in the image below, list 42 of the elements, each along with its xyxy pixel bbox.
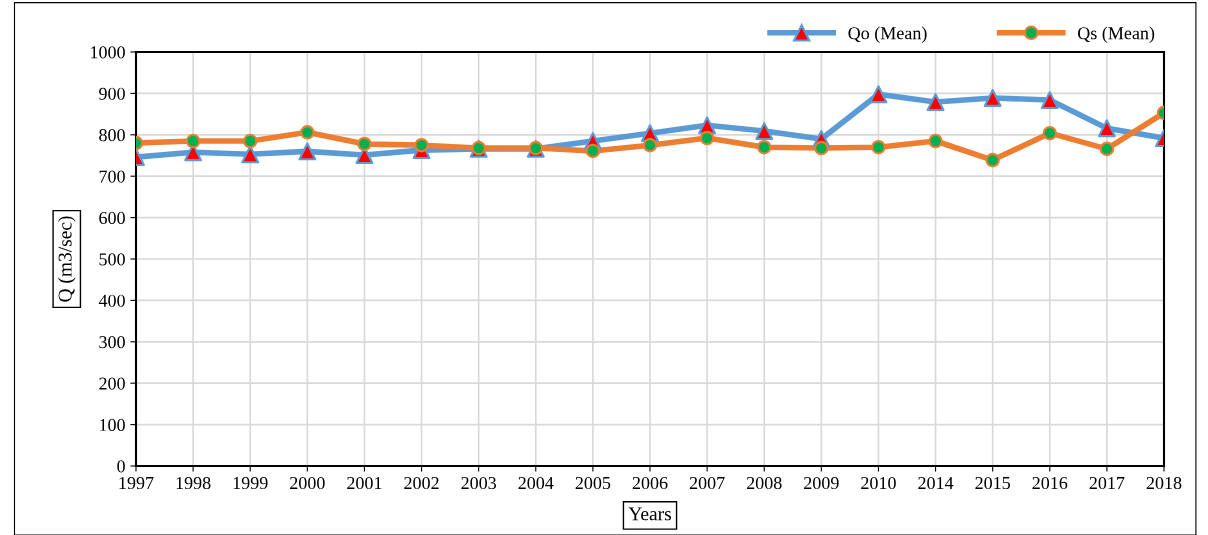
point (1040, 91, 1059, 109)
point (983, 89, 1002, 107)
y-tick-label: 800 (99, 129, 125, 142)
x-tick-label: 2008 (746, 476, 782, 490)
x-tick-label: 2000 (290, 476, 325, 490)
x-tick-label: 1999 (233, 476, 268, 490)
x-tick-label: 2006 (632, 476, 668, 490)
y-axis-title: Q (m3/sec) (57, 216, 76, 302)
y-tick-label: 300 (99, 336, 125, 349)
x-tick-label: 1998 (176, 476, 211, 490)
x-tick-label: 2007 (689, 476, 725, 490)
legend-label: Qo (Mean) (848, 26, 927, 43)
y-tick-label: 500 (99, 253, 125, 266)
x-tick-label: 2009 (804, 476, 839, 490)
y-tick-label: 200 (99, 377, 125, 390)
y-tick-label: 1000 (91, 46, 125, 59)
x-tick-label: 2010 (861, 476, 896, 490)
point (755, 122, 774, 141)
y-tick-label: 700 (99, 170, 125, 183)
y-tick-label: 900 (99, 87, 125, 100)
legend-label: Qs (Mean) (1078, 26, 1155, 43)
x-tick-label: 2003 (461, 476, 497, 490)
y-tick-label: 0 (117, 460, 125, 473)
point (1097, 119, 1116, 138)
point (926, 93, 945, 112)
x-tick-label: 1997 (119, 476, 154, 490)
point (869, 85, 888, 104)
y-tick-label: 600 (99, 211, 125, 225)
x-tick-label: 2001 (347, 476, 382, 490)
y-tick-label: 400 (98, 294, 125, 307)
point (298, 142, 317, 161)
y-tick-label: 100 (100, 418, 125, 432)
point (698, 116, 717, 135)
x-tick-label: 2004 (518, 476, 554, 490)
x-tick-label: 2002 (404, 476, 439, 490)
x-tick-label: 2016 (1032, 476, 1068, 490)
x-tick-label: 2017 (1089, 476, 1125, 490)
x-tick-label: 2015 (975, 476, 1011, 490)
x-tick-label: 2005 (575, 476, 611, 490)
x-tick-label: 2018 (1146, 476, 1182, 490)
x-axis-title: Years (628, 507, 671, 521)
x-tick-label: 2014 (918, 476, 954, 490)
